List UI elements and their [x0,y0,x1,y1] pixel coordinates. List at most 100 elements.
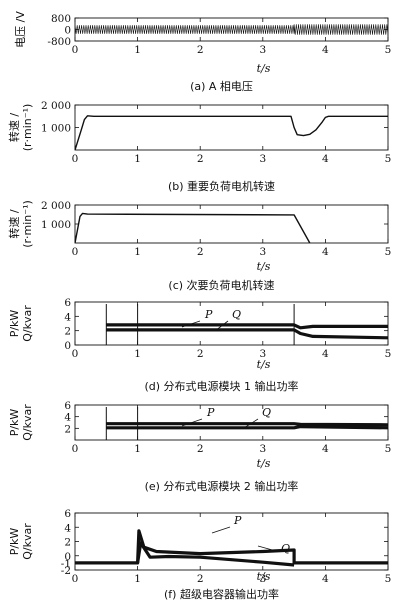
y-tick-label: 2 000 [41,200,71,212]
x-tick-label: 0 [72,443,79,455]
x-tick-label: 5 [385,348,392,360]
x-axis-label: t/s [257,457,271,470]
y-tick-label: 4 [64,522,71,534]
x-tick-label: 1 [134,246,141,258]
x-tick-label: 5 [385,443,392,455]
x-tick-label: 5 [385,153,392,165]
series-group [75,24,388,35]
y-tick-label: 2 [64,423,71,435]
x-axis-label: t/s [257,358,271,371]
x-axis-label: t/s [257,62,271,75]
y-tick-label: 2 000 [41,100,71,112]
y-tick-label: 1 000 [41,123,71,135]
y-axis-label: P/kW [8,528,21,556]
series-group [105,304,388,345]
y-axis-label: Q/kvar [21,305,34,342]
series-line-p [106,422,388,427]
y-axis-label: 转速 / [7,209,21,238]
panel-caption: (f) 超级电容器输出功率 [164,587,279,601]
series-line-p [106,323,388,330]
x-tick-label: 2 [197,44,204,56]
x-tick-label: 0 [72,44,79,56]
y-axis-label: 转速 / [7,113,21,142]
y-tick-label: 4 [64,412,71,424]
x-tick-label: 3 [259,44,266,56]
y-tick-label: 2 [64,326,71,338]
series-group [75,115,388,150]
annotation-leader [181,320,201,328]
x-tick-label: 2 [197,573,204,585]
annotation-leader [243,418,259,429]
series-annotation-q: Q [262,406,271,419]
x-tick-label: 0 [72,348,79,360]
series-group [75,529,388,567]
series-line-q [106,328,388,340]
y-tick-label: 6 [64,400,71,412]
x-tick-label: 1 [134,348,141,360]
y-tick-label: 6 [64,297,71,309]
x-tick-label: 0 [72,246,79,258]
y-tick-label: 2 [64,537,71,549]
x-tick-label: 1 [134,44,141,56]
series-annotation-q: Q [232,308,241,321]
x-tick-label: 3 [259,348,266,360]
y-axis-label: P/kW [8,409,21,437]
x-tick-label: 2 [197,348,204,360]
chart-panel-5: 0 1 2 3 4 5 -2-10 2 4 6 P/kW Q/kvar t/s (f) 超级电容器输出功率… [8,508,391,601]
plot-frame [74,404,389,441]
series-annotation-p: P [206,406,215,419]
x-tick-label: 2 [197,443,204,455]
panel-caption: (b) 重要负荷电机转速 [168,179,275,193]
y-tick-label: 6 [64,508,71,520]
y-axis-label: 电压 /V [14,11,27,48]
x-tick-label: 2 [197,246,204,258]
annotation-leader [181,418,203,427]
series-annotation-p: P [204,308,213,321]
y-tick-label: 1 000 [41,219,71,231]
plot-frame [74,301,389,346]
y-tick-label: -800 [47,36,71,48]
series-line-speed [75,212,311,243]
series-group [105,407,388,440]
annotation-leader [214,320,229,332]
x-tick-label: 5 [385,246,392,258]
x-tick-label: 4 [322,44,329,56]
x-tick-label: 5 [385,44,392,56]
x-tick-label: 0 [72,573,79,585]
y-axis-label: P/kW [8,310,21,338]
y-axis-label: Q/kvar [21,404,34,441]
x-tick-label: 1 [134,153,141,165]
x-tick-label: 1 [134,443,141,455]
y-tick-label: 800 [51,13,71,25]
y-tick-label: -2 [61,565,71,577]
x-tick-label: 3 [259,443,266,455]
y-tick-label: -1 [61,558,71,570]
annotation-leader [257,545,277,552]
series-line-speed [75,115,388,150]
chart-panel-1: 0 1 2 3 4 5 1 000 2 000 转速 / (r·min⁻¹) (b) 重要负荷电机转… [7,100,391,193]
y-axis-label: Q/kvar [21,523,34,560]
x-tick-label: 4 [322,246,329,258]
series-line-q [136,541,295,567]
x-tick-label: 2 [197,153,204,165]
x-tick-label: 5 [385,573,392,585]
y-tick-label: 0 [64,551,71,563]
x-tick-label: 0 [72,153,79,165]
chart-panel-2: 0 1 2 3 4 5 1 000 2 000 转速 / (r·min⁻¹) t/s (c) 次要负荷… [7,200,391,292]
x-tick-label: 1 [134,573,141,585]
annotation-leader [211,526,231,534]
panel-caption: (c) 次要负荷电机转速 [168,278,274,292]
series-line-q [106,425,388,430]
y-tick-label: 4 [64,311,71,323]
x-tick-label: 3 [259,153,266,165]
y-tick-label: 0 [64,340,71,352]
x-tick-label: 3 [259,573,266,585]
series-annotation-q: Q [281,542,290,555]
panel-caption: (d) 分布式电源模块 1 输出功率 [144,379,298,393]
y-axis-label: (r·min⁻¹) [21,104,34,152]
y-axis-label: (r·min⁻¹) [21,200,34,248]
